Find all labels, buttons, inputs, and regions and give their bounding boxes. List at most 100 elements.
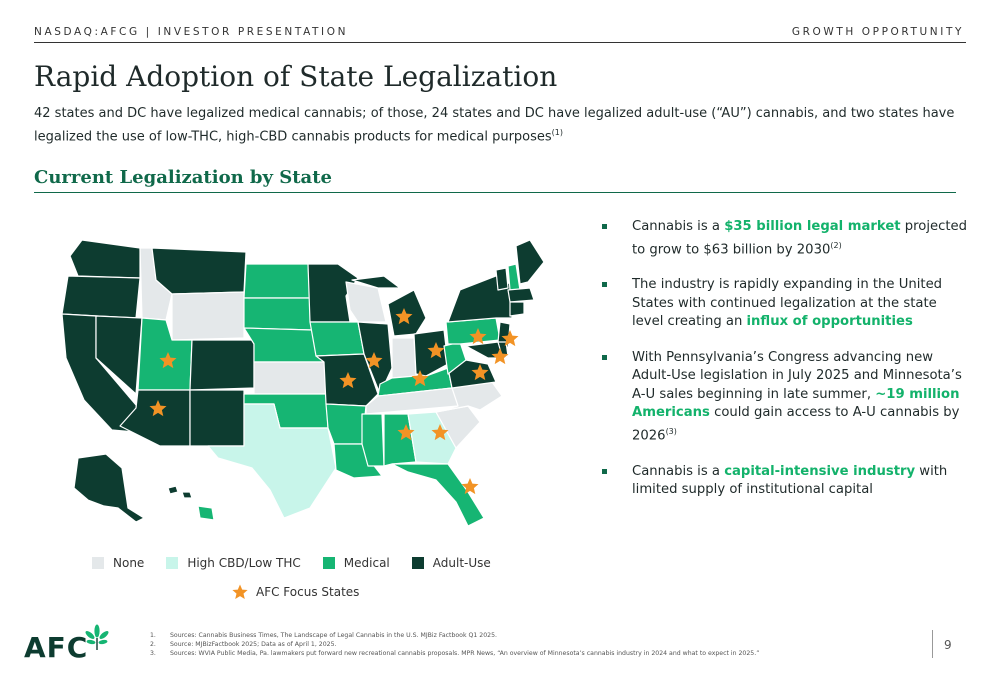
state-montana xyxy=(151,247,247,295)
legend-label: None xyxy=(113,556,145,570)
state-hawaii-1 xyxy=(167,485,179,495)
legend-high-cbd: High CBD/Low THC xyxy=(166,556,301,570)
state-maine xyxy=(515,239,545,285)
footnote-text: Source: MJBizFactbook 2025; Data as of A… xyxy=(170,641,337,648)
state-south-dakota xyxy=(243,297,313,331)
page-title: Rapid Adoption of State Legalization xyxy=(34,60,558,93)
footnote-text: Sources: Cannabis Business Times, The La… xyxy=(170,632,497,639)
section-divider xyxy=(34,192,956,193)
footnote-item: 3. Sources: WVIA Public Media, Pa. lawmak… xyxy=(150,649,759,658)
bullet-footnote: (3) xyxy=(665,426,677,436)
bullet-highlight: ~19 million Americans xyxy=(632,386,960,421)
state-wisconsin xyxy=(345,281,387,323)
legend-label: Adult-Use xyxy=(432,556,491,570)
footnote-item: 1. Sources: Cannabis Business Times, The … xyxy=(150,631,759,640)
key-points-list: Cannabis is a $35 billion legal market p… xyxy=(600,218,970,517)
bullet-capital: Cannabis is a capital-intensive industry… xyxy=(600,463,970,500)
state-north-carolina xyxy=(435,381,503,413)
bullet-highlight: influx of opportunities xyxy=(746,314,913,330)
footnote-number: 2. xyxy=(150,641,156,648)
state-new-mexico xyxy=(189,389,245,447)
legend-swatch xyxy=(92,557,104,569)
state-hawaii-3 xyxy=(197,505,215,521)
legend-focus-states: AFC Focus States xyxy=(232,584,359,600)
state-florida xyxy=(391,463,485,527)
subtitle-text: 42 states and DC have legalized medical … xyxy=(34,106,955,145)
footnote-number: 1. xyxy=(150,632,156,639)
subtitle-footnote: (1) xyxy=(551,128,564,137)
section-label: GROWTH OPPORTUNITY xyxy=(791,26,964,38)
focus-star-missouri xyxy=(339,372,357,389)
bullet-footnote: (2) xyxy=(830,240,842,250)
focus-star-michigan xyxy=(395,308,413,325)
state-michigan xyxy=(387,289,427,337)
legend-label: High CBD/Low THC xyxy=(187,556,301,570)
bullet-text: projected to grow to $63 billion by 2030 xyxy=(632,219,968,257)
state-vermont xyxy=(495,267,509,291)
state-mississippi xyxy=(361,413,385,467)
bullet-marker xyxy=(602,468,607,474)
leaf-icon xyxy=(85,624,109,650)
bullet-highlight: capital-intensive industry xyxy=(724,463,916,479)
legend-label: AFC Focus States xyxy=(256,585,360,599)
footnote-text: Sources: WVIA Public Media, Pa. lawmaker… xyxy=(170,650,760,657)
presentation-label: NASDAQ:AFCG | INVESTOR PRESENTATION xyxy=(34,26,349,38)
state-connecticut xyxy=(509,301,525,317)
state-nevada xyxy=(95,315,143,395)
legend-adult-use: Adult-Use xyxy=(411,556,491,570)
state-iowa xyxy=(309,321,365,357)
page-subtitle: 42 states and DC have legalized medical … xyxy=(34,104,964,146)
bullet-text: with limited supply of institutional cap… xyxy=(632,463,948,498)
afc-logo: AFC xyxy=(24,624,110,664)
bullet-text: Cannabis is a xyxy=(632,219,725,234)
bullet-expansion: The industry is rapidly expanding in the… xyxy=(600,276,970,332)
page-number: 9 xyxy=(944,638,952,652)
state-oregon xyxy=(61,275,141,319)
bullet-marker xyxy=(602,224,607,229)
focus-star-arizona xyxy=(149,400,167,417)
state-georgia xyxy=(407,411,457,465)
legend-swatch xyxy=(411,557,424,569)
bullet-marker xyxy=(602,354,607,360)
star-icon xyxy=(232,584,248,599)
focus-star-ohio xyxy=(427,342,445,359)
header-divider xyxy=(34,42,966,43)
legend-label: Medical xyxy=(343,556,390,570)
state-alabama xyxy=(383,413,417,467)
state-ohio xyxy=(413,329,449,377)
state-texas xyxy=(207,403,337,519)
state-alaska xyxy=(73,453,145,523)
state-colorado xyxy=(189,339,255,391)
state-kansas xyxy=(253,361,327,395)
bullet-marker xyxy=(602,282,607,288)
state-arkansas xyxy=(325,403,367,445)
legend-medical: Medical xyxy=(322,556,390,570)
state-indiana xyxy=(391,337,417,379)
section-heading: Current Legalization by State xyxy=(34,167,332,188)
bullet-market-size: Cannabis is a $35 billion legal market p… xyxy=(600,218,970,259)
footnotes: 1. Sources: Cannabis Business Times, The … xyxy=(150,631,759,658)
focus-star-pennsylvania xyxy=(469,328,487,345)
legend-none: None xyxy=(92,556,144,570)
bullet-text: The industry is rapidly expanding in the… xyxy=(632,277,943,330)
state-michigan-upper xyxy=(351,275,401,289)
focus-star-utah xyxy=(159,352,177,369)
footnote-number: 3. xyxy=(150,650,156,657)
focus-star-alabama xyxy=(397,424,415,441)
bullet-text: Cannabis is a xyxy=(632,463,725,479)
us-legalization-map xyxy=(61,239,545,527)
bullet-text: could gain access to A-U cannabis by 202… xyxy=(632,405,960,444)
state-massachusetts xyxy=(507,287,535,303)
bullet-text: With Pennsylvania’s Congress advancing n… xyxy=(632,349,962,402)
bullet-highlight: $35 billion legal market xyxy=(724,219,901,234)
legend-swatch xyxy=(166,557,179,569)
focus-state-stars xyxy=(149,308,519,495)
page-number-divider xyxy=(932,630,933,658)
focus-star-kentucky xyxy=(411,370,429,387)
focus-star-florida xyxy=(461,478,479,495)
state-north-dakota xyxy=(243,263,311,299)
state-hawaii-2 xyxy=(181,491,193,499)
state-washington xyxy=(69,239,141,279)
logo-text: AFC xyxy=(24,631,89,664)
focus-star-illinois xyxy=(365,352,383,369)
